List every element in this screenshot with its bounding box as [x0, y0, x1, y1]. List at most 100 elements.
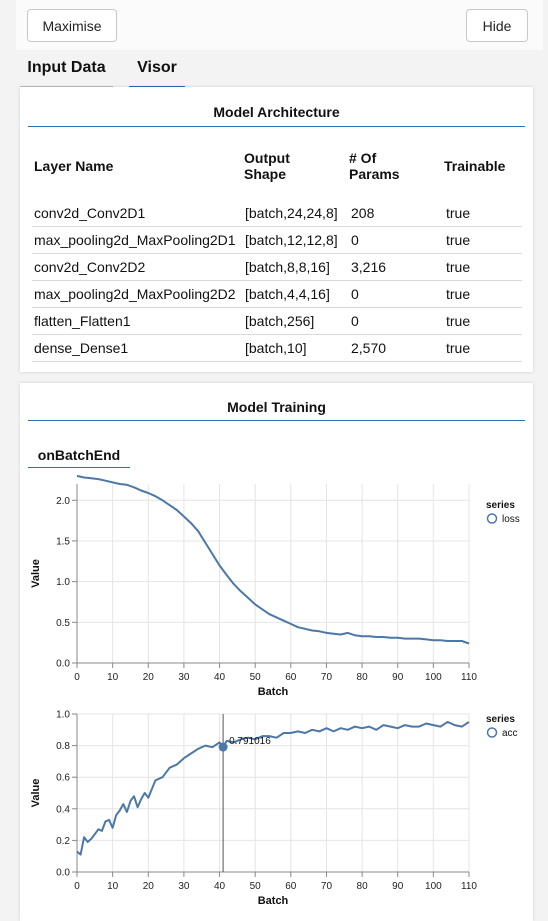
layer-name-cell: dense_Dense1: [34, 340, 129, 356]
x-axis-title: Batch: [258, 686, 289, 698]
model-training-panel: Model Training onBatchEnd 0 10 20 30 40 50 60 7…: [20, 383, 533, 921]
y-tick-label: 0.2: [56, 836, 70, 847]
x-tick-label: 20: [143, 881, 155, 892]
model-architecture-panel: Model Architecture Layer Name Output Sha…: [20, 87, 533, 372]
x-tick-label: 20: [143, 672, 155, 683]
output-shape-cell: [batch,10]: [245, 340, 307, 356]
params-cell: 0: [351, 313, 359, 329]
y-tick-label: 0.6: [56, 773, 70, 784]
x-tick-label: 110: [461, 881, 477, 892]
y-tick-label: 0.5: [56, 618, 70, 629]
x-tick-label: 90: [392, 881, 404, 892]
y-tick-label: 1.0: [56, 710, 70, 721]
x-tick-label: 10: [107, 672, 119, 683]
header-trainable: Trainable: [444, 158, 506, 174]
hover-value-label: 0.791016: [229, 736, 271, 747]
params-cell: 2,570: [351, 340, 387, 356]
table-row: max_pooling2d_MaxPooling2D1 [batch,12,12…: [32, 227, 522, 254]
trainable-cell: true: [446, 340, 471, 356]
x-tick-label: 30: [178, 881, 190, 892]
header-params-line2: Params: [349, 166, 400, 182]
y-axis-title: Value: [30, 779, 42, 808]
x-tick-label: 50: [250, 672, 262, 683]
loss-chart: 0 10 20 30 40 50 60 70 80 90 100 110 0.0 0.5 1.0 1.5 2.0…: [30, 474, 520, 698]
table-row: conv2d_Conv2D2 [batch,8,8,16] 3,216 true: [32, 254, 522, 281]
legend-label-acc: acc: [502, 728, 518, 739]
legend-label-loss: loss: [502, 514, 520, 525]
x-tick-label: 60: [285, 672, 297, 683]
y-tick-label: 1.5: [56, 536, 70, 547]
layer-name-cell: max_pooling2d_MaxPooling2D1: [34, 232, 236, 248]
trainable-cell: true: [446, 259, 471, 275]
hover-point: [218, 742, 228, 752]
output-shape-cell: [batch,256]: [245, 313, 315, 329]
header-layer-name: Layer Name: [34, 158, 114, 174]
y-tick-label: 0.0: [56, 659, 70, 670]
output-shape-cell: [batch,4,4,16]: [245, 286, 330, 302]
header-output-shape-line2: Shape: [244, 166, 287, 182]
tab-visor[interactable]: Visor: [129, 50, 185, 87]
y-axis-title: Value: [30, 559, 42, 588]
layer-name-cell: max_pooling2d_MaxPooling2D2: [34, 286, 236, 302]
header-params-line1: # Of: [349, 150, 377, 166]
x-tick-label: 80: [357, 672, 369, 683]
output-shape-cell: [batch,24,24,8]: [245, 205, 338, 221]
x-tick-label: 40: [214, 881, 226, 892]
layer-name-cell: flatten_Flatten1: [34, 313, 131, 329]
trainable-cell: true: [446, 286, 471, 302]
y-tick-label: 0.4: [56, 804, 70, 815]
output-shape-cell: [batch,12,12,8]: [245, 232, 338, 248]
tab-on-batch-end[interactable]: onBatchEnd: [28, 444, 130, 468]
y-tick-label: 0.0: [56, 868, 70, 879]
trainable-cell: true: [446, 232, 471, 248]
maximise-button[interactable]: Maximise: [27, 9, 117, 42]
x-tick-label: 90: [392, 672, 404, 683]
accuracy-chart[interactable]: 0 10 20 30 40 50 60 70 80 90 100 1100.00.20.40.60.8…: [20, 383, 533, 921]
x-tick-label: 0: [74, 881, 80, 892]
x-tick-label: 60: [285, 881, 297, 892]
x-axis-title: Batch: [258, 895, 289, 907]
layer-name-cell: conv2d_Conv2D2: [34, 259, 146, 275]
y-tick-label: 2.0: [56, 496, 70, 507]
table-row: dense_Dense1 [batch,10] 2,570 true: [32, 335, 522, 362]
params-cell: 0: [351, 286, 359, 302]
table-row: conv2d_Conv2D1 [batch,24,24,8] 208 true: [32, 200, 522, 227]
header-output-shape-line1: Output: [244, 150, 290, 166]
tab-input-data[interactable]: Input Data: [20, 50, 113, 87]
table-row: flatten_Flatten1 [batch,256] 0 true: [32, 308, 522, 335]
x-tick-label: 10: [107, 881, 119, 892]
legend-symbol-loss: [486, 513, 498, 524]
x-tick-label: 50: [250, 881, 262, 892]
params-cell: 0: [351, 232, 359, 248]
visor-tabs: Input Data Visor: [20, 50, 530, 87]
hide-button[interactable]: Hide: [466, 9, 528, 42]
x-tick-label: 100: [425, 881, 442, 892]
series-line-loss: [76, 474, 470, 645]
top-toolbar: Maximise Hide: [16, 0, 543, 50]
legend-title: series: [486, 500, 515, 511]
x-tick-label: 30: [178, 672, 190, 683]
x-tick-label: 110: [461, 672, 477, 683]
header-params: # Of Params: [349, 150, 400, 182]
output-shape-cell: [batch,8,8,16]: [245, 259, 330, 275]
header-output-shape: Output Shape: [244, 150, 290, 182]
legend-symbol-acc: [486, 727, 498, 738]
series-line-acc: [76, 720, 470, 856]
y-tick-label: 1.0: [56, 577, 70, 588]
x-tick-label: 100: [425, 672, 442, 683]
model-architecture-title: Model Architecture: [28, 87, 525, 127]
layer-name-cell: conv2d_Conv2D1: [34, 205, 146, 221]
x-tick-label: 0: [74, 672, 80, 683]
x-tick-label: 70: [321, 672, 333, 683]
x-tick-label: 80: [357, 881, 369, 892]
x-tick-label: 70: [321, 881, 333, 892]
x-tick-label: 40: [214, 672, 226, 683]
model-training-title: Model Training: [28, 383, 525, 421]
trainable-cell: true: [446, 205, 471, 221]
params-cell: 3,216: [351, 259, 387, 275]
y-tick-label: 0.8: [56, 741, 70, 752]
trainable-cell: true: [446, 313, 471, 329]
table-row: max_pooling2d_MaxPooling2D2 [batch,4,4,1…: [32, 281, 522, 308]
legend-title: series: [486, 714, 515, 725]
params-cell: 208: [351, 205, 375, 221]
